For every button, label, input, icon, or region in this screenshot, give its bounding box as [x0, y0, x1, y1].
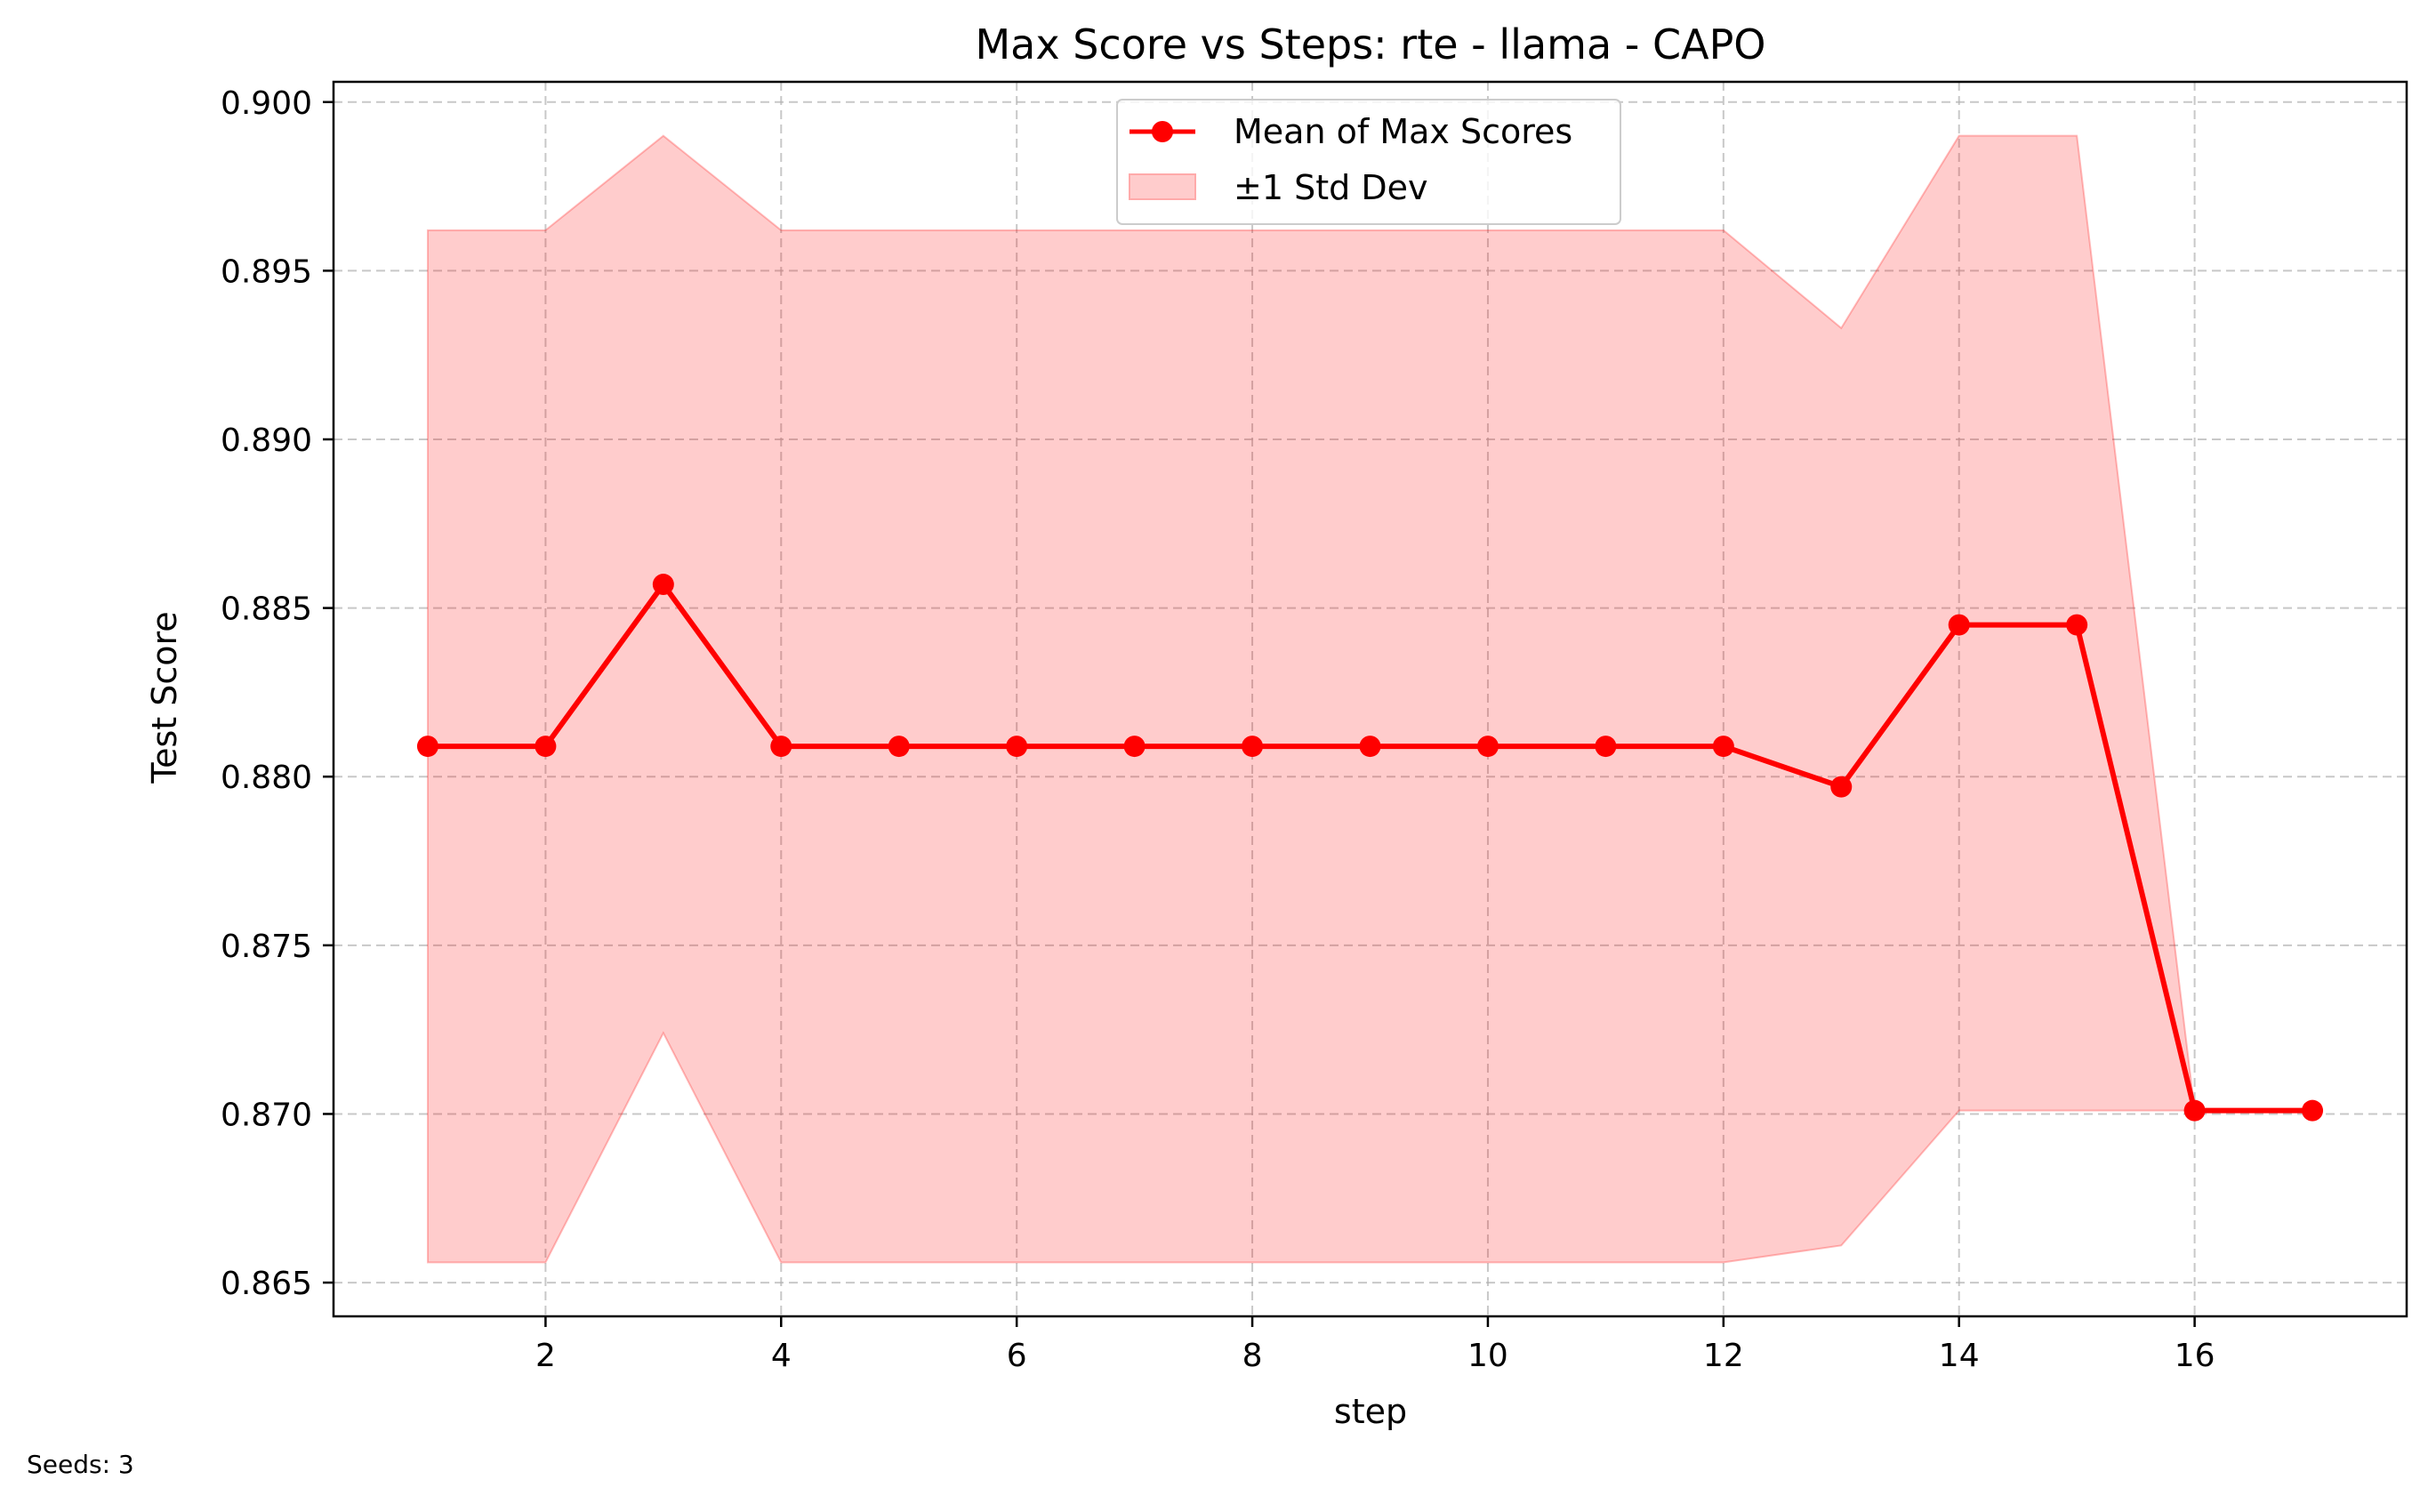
mean-data-point [1123, 736, 1146, 758]
ticks-layer: 2 4 6 8 10 12 14 16 0.865 0.870 0.875 0.880 0.885 0.8… [221, 85, 2215, 1374]
chart-title: Max Score vs Steps: rte - llama - CAPO [975, 20, 1765, 68]
y-tick-label: 0.870 [221, 1097, 312, 1133]
x-tick-label: 16 [2175, 1338, 2215, 1374]
y-tick-label: 0.890 [221, 422, 312, 459]
legend-frame [1116, 99, 1621, 225]
mean-data-point [1595, 736, 1617, 758]
mean-data-point [1359, 736, 1381, 758]
mean-data-point [416, 736, 438, 758]
x-axis-label: step [1334, 1392, 1407, 1431]
series-line-layer [416, 574, 2324, 1122]
x-tick-label: 8 [1242, 1338, 1263, 1374]
mean-data-point [1006, 736, 1028, 758]
legend-label-std: ±1 Std Dev [1234, 168, 1427, 207]
x-tick-label: 10 [1467, 1338, 1508, 1374]
mean-data-point [1830, 776, 1853, 798]
legend-label-mean: Mean of Max Scores [1234, 112, 1572, 151]
mean-data-point [888, 736, 910, 758]
y-tick-label: 0.875 [221, 929, 312, 965]
x-tick-label: 6 [1007, 1338, 1027, 1374]
mean-data-point [1242, 736, 1264, 758]
axes-layer [332, 80, 2408, 1318]
plot-frame [332, 80, 2408, 1318]
x-tick-label: 12 [1703, 1338, 1744, 1374]
y-tick-label: 0.865 [221, 1266, 312, 1302]
mean-data-point [2183, 1099, 2206, 1122]
mean-data-point [1476, 736, 1499, 758]
legend-marker-swatch [1152, 121, 1173, 142]
y-tick-label: 0.885 [221, 591, 312, 628]
y-tick-label: 0.900 [221, 85, 312, 122]
seeds-footnote: Seeds: 3 [27, 1450, 134, 1479]
mean-data-point [652, 574, 674, 596]
x-tick-label: 14 [1939, 1338, 1980, 1374]
mean-data-point [1712, 736, 1734, 758]
y-tick-label: 0.895 [221, 253, 312, 290]
mean-data-point [2066, 614, 2088, 636]
x-tick-label: 2 [535, 1338, 556, 1374]
y-tick-label: 0.880 [221, 760, 312, 796]
std-dev-band [426, 134, 2313, 1264]
mean-data-point [1948, 614, 1970, 636]
mean-data-point [535, 736, 557, 758]
std-dev-band-layer [426, 134, 2313, 1264]
legend: Mean of Max Scores ±1 Std Dev [1116, 99, 1621, 225]
mean-data-point [2302, 1099, 2324, 1122]
x-tick-label: 4 [771, 1338, 792, 1374]
y-axis-label: Test Score [145, 611, 184, 784]
grid-layer [334, 82, 2407, 1316]
legend-band-swatch [1129, 173, 1196, 200]
mean-data-point [770, 736, 792, 758]
